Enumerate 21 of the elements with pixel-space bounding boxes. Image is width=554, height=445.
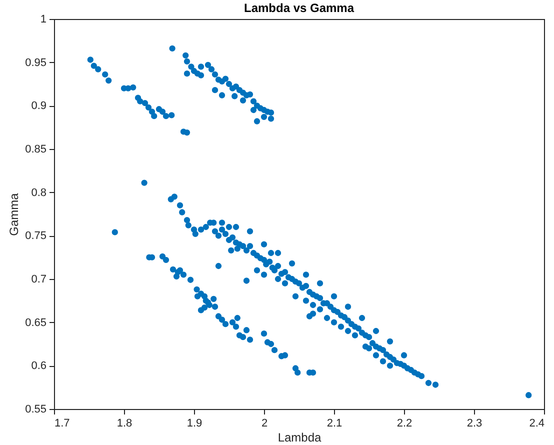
- chart-title: Lambda vs Gamma: [244, 1, 354, 15]
- x-tick-label: 2.1: [326, 418, 342, 430]
- y-tick-label: 0.8: [31, 186, 46, 199]
- x-tick-label: 1.8: [116, 418, 132, 430]
- y-tick-label: 0.6: [31, 360, 46, 372]
- x-tick-label: 2: [261, 418, 268, 430]
- y-tick-label: 0.65: [25, 316, 46, 329]
- x-axis-title: Lambda: [278, 430, 322, 444]
- y-tick-label: 0.95: [25, 56, 46, 69]
- y-tick-label: 1: [40, 14, 46, 26]
- y-tick-label: 0.85: [25, 144, 46, 156]
- x-tick-label: 1.7: [54, 418, 70, 430]
- x-tick-label: 2.4: [529, 418, 544, 430]
- x-tick-label: 2.2: [396, 418, 412, 430]
- x-tick-label: 1.9: [186, 418, 202, 430]
- y-tick-label: 0.55: [25, 404, 46, 416]
- y-tick-label: 0.7: [31, 274, 46, 286]
- y-tick-label: 0.75: [25, 230, 46, 242]
- y-tick-label: 0.9: [31, 100, 46, 112]
- x-tick-label: 2.3: [466, 418, 482, 430]
- y-axis-title: Gamma: [7, 192, 22, 236]
